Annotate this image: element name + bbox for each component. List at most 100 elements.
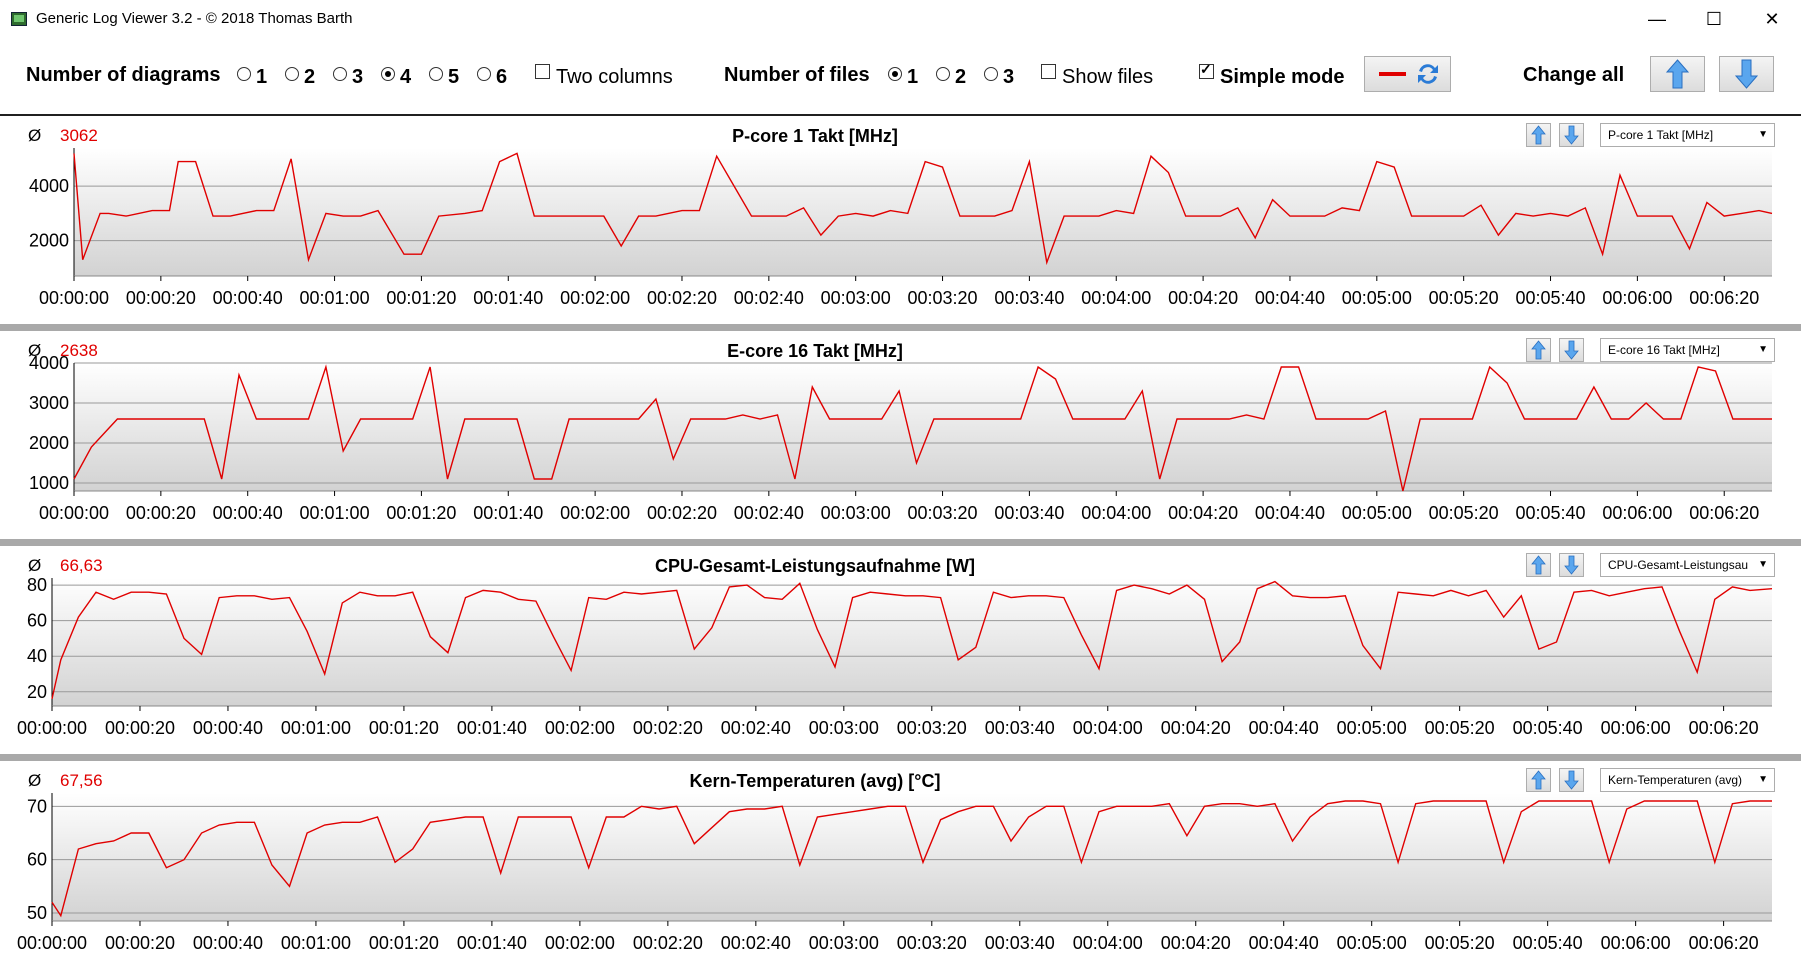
series-selector[interactable]: Kern-Temperaturen (avg) ▼ <box>1600 768 1775 792</box>
x-tick-label: 00:03:20 <box>908 503 978 523</box>
average-value: 2638 <box>60 341 98 360</box>
file-radio-3[interactable]: 3 <box>984 66 1014 89</box>
x-tick-label: 00:04:00 <box>1081 503 1151 523</box>
diagram-radio-3[interactable]: 3 <box>333 66 363 89</box>
x-tick-label: 00:00:20 <box>126 503 196 523</box>
x-tick-label: 00:04:20 <box>1161 718 1231 738</box>
x-tick-label: 00:01:40 <box>457 933 527 953</box>
x-tick-label: 00:00:20 <box>126 288 196 308</box>
panel-separator[interactable] <box>0 324 1801 331</box>
y-tick-label: 50 <box>27 903 47 923</box>
x-tick-label: 00:04:00 <box>1081 288 1151 308</box>
y-tick-label: 80 <box>27 575 47 595</box>
y-tick-label: 3000 <box>29 393 69 413</box>
maximize-button[interactable]: ☐ <box>1705 9 1723 29</box>
x-tick-label: 00:01:20 <box>386 503 456 523</box>
move-up-button[interactable] <box>1526 338 1551 362</box>
series-selector[interactable]: P-core 1 Takt [MHz] ▼ <box>1600 123 1775 147</box>
x-tick-label: 00:01:00 <box>300 288 370 308</box>
x-tick-label: 00:00:40 <box>213 503 283 523</box>
x-tick-label: 00:03:20 <box>897 718 967 738</box>
move-down-button[interactable] <box>1559 768 1584 792</box>
radio-selected-icon <box>888 67 902 81</box>
two-columns-checkbox[interactable]: Two columns <box>535 64 673 89</box>
arrow-down-icon <box>1734 59 1759 89</box>
x-tick-label: 00:01:20 <box>369 933 439 953</box>
series-selector-value: E-core 16 Takt [MHz] <box>1608 343 1720 357</box>
move-down-button[interactable] <box>1559 553 1584 577</box>
chart-title: P-core 1 Takt [MHz] <box>732 126 898 146</box>
diagram-radio-6[interactable]: 6 <box>477 66 507 89</box>
x-tick-label: 00:00:00 <box>39 288 109 308</box>
x-tick-label: 00:00:00 <box>17 933 87 953</box>
x-tick-label: 00:01:20 <box>369 718 439 738</box>
x-tick-label: 00:02:40 <box>721 718 791 738</box>
x-tick-label: 00:06:20 <box>1689 503 1759 523</box>
radio-circle-icon <box>429 67 443 81</box>
close-button[interactable]: ✕ <box>1764 9 1780 29</box>
x-tick-label: 00:04:20 <box>1168 288 1238 308</box>
x-tick-label: 00:04:20 <box>1161 933 1231 953</box>
panel-separator[interactable] <box>0 754 1801 761</box>
move-down-button[interactable] <box>1559 338 1584 362</box>
x-tick-label: 00:03:20 <box>908 288 978 308</box>
average-value: 67,56 <box>60 771 103 790</box>
move-up-button[interactable] <box>1526 123 1551 147</box>
y-tick-label: 60 <box>27 611 47 631</box>
x-tick-label: 00:00:40 <box>193 933 263 953</box>
series-selector[interactable]: CPU-Gesamt-Leistungsau ▼ <box>1600 553 1775 577</box>
y-tick-label: 2000 <box>29 433 69 453</box>
checkbox-icon <box>1041 64 1056 79</box>
y-tick-label: 2000 <box>29 231 69 251</box>
x-tick-label: 00:04:00 <box>1073 933 1143 953</box>
x-tick-label: 00:06:20 <box>1689 718 1759 738</box>
x-tick-label: 00:05:00 <box>1337 718 1407 738</box>
move-down-button[interactable] <box>1559 123 1584 147</box>
plot-area <box>52 578 1772 706</box>
x-tick-label: 00:04:40 <box>1255 503 1325 523</box>
y-tick-label: 4000 <box>29 353 69 373</box>
x-tick-label: 00:00:00 <box>39 503 109 523</box>
chart-plot-3: 20 40 60 80 00:00:00 00:00:20 00:00:40 00:01:00… <box>17 575 1773 738</box>
x-tick-label: 00:06:00 <box>1601 933 1671 953</box>
radio-circle-icon <box>237 67 251 81</box>
title-bar: Generic Log Viewer 3.2 - © 2018 Thomas B… <box>0 0 1801 38</box>
show-files-checkbox[interactable]: Show files <box>1041 64 1153 89</box>
x-tick-label: 00:06:00 <box>1602 503 1672 523</box>
x-tick-label: 00:03:40 <box>985 718 1055 738</box>
x-tick-label: 00:03:00 <box>821 503 891 523</box>
move-up-button[interactable] <box>1526 553 1551 577</box>
radio-circle-icon <box>285 67 299 81</box>
arrow-down-icon <box>1564 125 1579 145</box>
simple-mode-checkbox[interactable]: Simple mode <box>1199 61 1344 89</box>
series-color-refresh-button[interactable] <box>1364 56 1451 92</box>
x-tick-label: 00:02:20 <box>633 933 703 953</box>
x-tick-label: 00:03:20 <box>897 933 967 953</box>
files-label: Number of files <box>724 64 870 86</box>
y-tick-label: 60 <box>27 850 47 870</box>
diagram-radio-5[interactable]: 5 <box>429 66 459 89</box>
x-tick-label: 00:00:40 <box>193 718 263 738</box>
chart-title: CPU-Gesamt-Leistungsaufnahme [W] <box>654 556 976 576</box>
move-up-button[interactable] <box>1526 768 1551 792</box>
file-radio-1[interactable]: 1 <box>888 66 918 89</box>
chart-panel-4: 50 60 70 00:00:00 00:00:20 00:00:40 00:01:00 00… <box>0 761 1801 969</box>
y-tick-label: 40 <box>27 646 47 666</box>
x-tick-label: 00:03:00 <box>809 933 879 953</box>
average-symbol: Ø <box>28 771 42 790</box>
diagram-radio-2[interactable]: 2 <box>285 66 315 89</box>
x-tick-label: 00:05:00 <box>1337 933 1407 953</box>
x-tick-label: 00:02:00 <box>545 718 615 738</box>
arrow-down-icon <box>1564 340 1579 360</box>
panel-separator[interactable] <box>0 539 1801 546</box>
diagram-radio-4[interactable]: 4 <box>381 66 411 89</box>
change-all-down-button[interactable] <box>1719 56 1774 92</box>
chart-panel-3: 20 40 60 80 00:00:00 00:00:20 00:00:40 00:01:00… <box>0 546 1801 754</box>
arrow-down-icon <box>1564 555 1579 575</box>
file-radio-2[interactable]: 2 <box>936 66 966 89</box>
minimize-button[interactable]: — <box>1648 9 1666 29</box>
diagram-radio-1[interactable]: 1 <box>237 66 267 89</box>
series-line <box>51 800 1772 918</box>
change-all-up-button[interactable] <box>1650 56 1705 92</box>
series-selector[interactable]: E-core 16 Takt [MHz] ▼ <box>1600 338 1775 362</box>
